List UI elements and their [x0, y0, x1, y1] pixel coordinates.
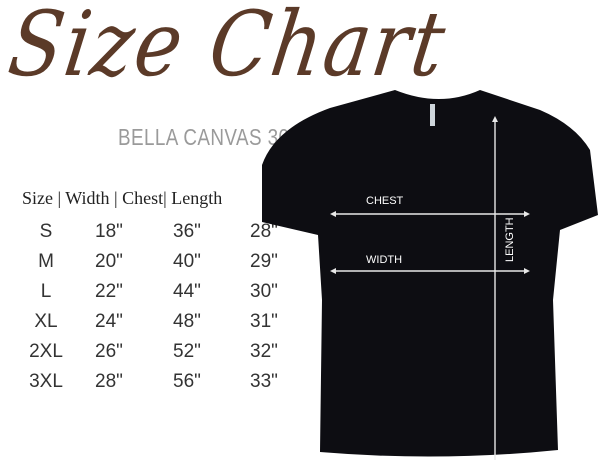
chest-cell: 44" — [173, 281, 201, 302]
chest-cell: 52" — [173, 341, 201, 362]
size-cell: 2XL — [29, 341, 63, 362]
table-header: Size | Width | Chest| Length — [22, 188, 223, 208]
length-cell: 28" — [250, 221, 278, 242]
chest-cell: 48" — [173, 311, 201, 332]
size-cell: XL — [34, 311, 58, 332]
shirt-tag — [430, 104, 435, 126]
width-label: WIDTH — [366, 254, 402, 266]
chest-cell: 40" — [173, 251, 201, 272]
size-row: 3XL 28" 56" 33" — [22, 367, 302, 397]
size-row: S 18" 36" 28" — [22, 217, 302, 247]
size-cell: M — [38, 251, 54, 272]
size-row: L 22" 44" 30" — [22, 277, 302, 307]
tshirt-shape — [262, 90, 598, 457]
chest-label: CHEST — [366, 195, 404, 207]
chest-cell: 56" — [173, 371, 201, 392]
size-table: Size | Width | Chest| Length S 18" 36" 28" M… — [22, 188, 302, 397]
size-row: M 20" 40" 29" — [22, 247, 302, 277]
length-cell: 31" — [250, 311, 278, 332]
size-row: XL 24" 48" 31" — [22, 307, 302, 337]
size-cell: L — [40, 281, 52, 302]
size-cell: S — [39, 221, 53, 242]
length-cell: 32" — [250, 341, 278, 362]
chest-cell: 36" — [173, 221, 201, 242]
length-cell: 30" — [250, 281, 278, 302]
length-label: LENGTH — [504, 217, 516, 262]
width-cell: 24" — [95, 311, 123, 332]
width-cell: 22" — [95, 281, 123, 302]
length-cell: 29" — [250, 251, 278, 272]
length-cell: 33" — [250, 371, 278, 392]
width-cell: 20" — [95, 251, 123, 272]
size-cell: 3XL — [29, 371, 63, 392]
width-cell: 26" — [95, 341, 123, 362]
size-row: 2XL 26" 52" 32" — [22, 337, 302, 367]
width-cell: 18" — [95, 221, 123, 242]
width-cell: 28" — [95, 371, 123, 392]
